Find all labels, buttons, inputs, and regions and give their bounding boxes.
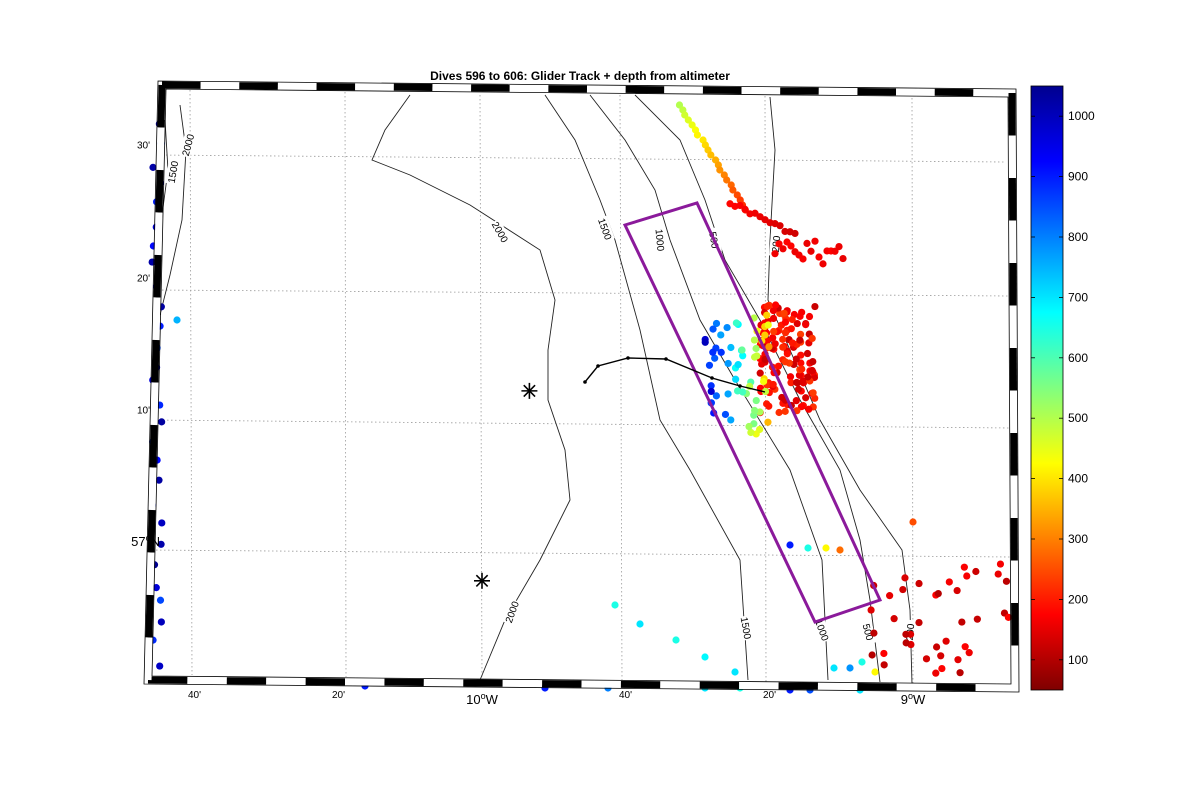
colorbar-tick-label: 300 <box>1068 532 1088 546</box>
axis-tick-label: 20' <box>763 690 776 701</box>
colorbar-tick-label: 500 <box>1068 411 1088 425</box>
map-frame <box>143 80 1020 693</box>
contour-label: 1000 <box>653 229 666 253</box>
colorbar <box>1030 85 1064 691</box>
contour-label: 1500 <box>738 616 753 640</box>
contour-label: 2000 <box>504 600 522 625</box>
axis-tick-label: 9oW <box>901 691 926 707</box>
axis-tick-labels: 40' 20' 10oW 40' 20' 9oW 57oN 10' 20' 30' <box>131 141 926 707</box>
colorbar-ticks: 1000 900 800 700 600 500 400 300 200 100 <box>1031 109 1095 667</box>
colorbar-tick-label: 800 <box>1068 230 1088 244</box>
axis-tick-label: 30' <box>137 141 150 152</box>
colorbar-tick-label: 1000 <box>1068 109 1095 123</box>
graticule <box>147 89 1013 687</box>
colorbar-tick-label: 200 <box>1068 592 1088 606</box>
axis-tick-label: 57oN <box>131 533 160 549</box>
axis-tick-label: 20' <box>137 273 150 284</box>
colorbar-tick-label: 100 <box>1068 653 1088 667</box>
axis-tick-label: 40' <box>619 690 632 701</box>
colorbar-tick-label: 900 <box>1068 170 1088 184</box>
altimeter-depth-points <box>148 101 1012 694</box>
asterisk-marker <box>474 572 490 589</box>
axis-tick-label: 20' <box>332 690 345 701</box>
asterisk-marker <box>521 382 538 399</box>
axis-tick-label: 10oW <box>466 691 498 707</box>
axis-tick-label: 40' <box>188 690 201 701</box>
contour-label: 500 <box>860 623 875 642</box>
contour-label: 1500 <box>167 160 182 184</box>
glider-track-nodes <box>583 356 742 388</box>
colorbar-tick-label: 700 <box>1068 290 1088 304</box>
survey-box-outline <box>622 201 883 624</box>
chart-title: Dives 596 to 606: Glider Track + depth f… <box>430 69 730 83</box>
contour-label: 1500 <box>595 217 613 242</box>
colorbar-tick-label: 400 <box>1068 472 1088 486</box>
colorbar-tick-label: 600 <box>1068 351 1088 365</box>
axis-tick-label: 10' <box>137 405 150 416</box>
contour-label: 2000 <box>181 133 197 158</box>
